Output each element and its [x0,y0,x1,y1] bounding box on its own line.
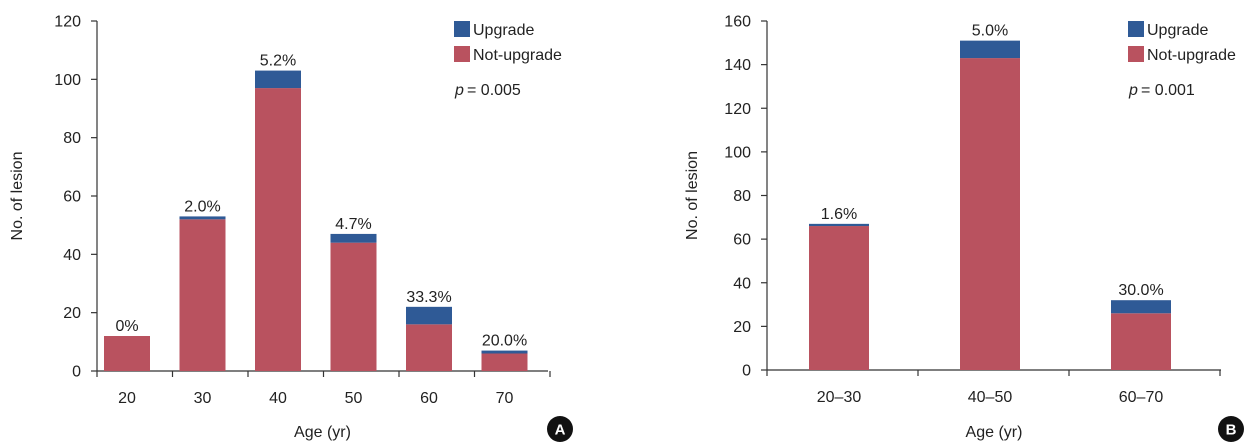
y-tick-label: 60 [63,189,81,206]
bar-percent-label: 30.0% [1118,282,1163,299]
bar-not-upgrade [179,219,226,371]
y-tick-label: 20 [733,319,751,336]
legend-swatch [454,46,470,62]
bar-upgrade [406,306,452,325]
p-value-symbol: p [1128,82,1138,99]
bar-not-upgrade [255,88,301,371]
x-axis-title: Age (yr) [966,424,1023,441]
p-value-symbol: p [454,82,464,99]
bar-not-upgrade [1111,313,1171,370]
bar-upgrade [481,350,528,354]
bar-percent-label: 33.3% [406,289,451,306]
p-value-text: = 0.001 [1141,82,1195,99]
x-tick-label: 40 [269,390,287,407]
y-tick-label: 100 [54,72,81,89]
y-tick-label: 100 [724,144,751,161]
chart-panel-b: 0 20 40 60 80 100 120 140 160 1.6% 20–30 5.0% 40–50 3… [684,14,1244,442]
y-tick-label: 0 [72,364,81,381]
y-axis-title: No. of lesion [9,152,26,241]
bar-upgrade [809,223,869,227]
y-tick-label: 120 [54,14,81,31]
legend-label: Upgrade [473,22,534,39]
bar-upgrade [179,216,226,220]
x-tick-label: 60 [420,390,438,407]
y-tick-label: 160 [724,14,751,31]
bar-not-upgrade [809,226,869,370]
bar-percent-label: 5.2% [260,53,296,70]
panel-badge [1218,416,1244,442]
panel-letter: B [1226,422,1237,439]
y-tick-label: 120 [724,101,751,118]
panel-badge [547,416,573,442]
y-tick-label: 0 [742,363,751,380]
y-tick-label: 20 [63,305,81,322]
y-tick-label: 60 [733,232,751,249]
bar-not-upgrade [104,336,150,371]
x-tick-label: 60–70 [1119,389,1164,406]
bar-percent-label: 4.7% [335,216,371,233]
legend-label: Upgrade [1147,22,1208,39]
y-tick-label: 40 [733,275,751,292]
bar-upgrade [330,233,377,243]
legend-label: Not-upgrade [1147,47,1236,64]
bar-not-upgrade [406,324,452,371]
y-tick-label: 80 [733,188,751,205]
x-tick-label: 70 [496,390,514,407]
bar-percent-label: 2.0% [184,198,220,215]
x-axis-title: Age (yr) [294,424,351,441]
legend-swatch [1128,46,1144,62]
legend-swatch [454,21,470,37]
x-tick-label: 30 [194,390,212,407]
bar-percent-label: 20.0% [482,333,527,350]
bar-percent-label: 0% [115,318,138,335]
x-tick-label: 40–50 [968,389,1013,406]
bar-upgrade [255,70,301,89]
x-tick-label: 20 [118,390,136,407]
p-value-text: = 0.005 [467,82,521,99]
bar-not-upgrade [960,58,1020,371]
panel-letter: A [555,422,566,439]
legend-swatch [1128,21,1144,37]
x-tick-label: 20–30 [817,389,862,406]
y-axis-title: No. of lesion [684,151,701,240]
bar-not-upgrade [481,353,528,371]
bar-not-upgrade [330,242,377,371]
y-tick-label: 80 [63,130,81,147]
x-tick-label: 50 [345,390,363,407]
legend-label: Not-upgrade [473,47,562,64]
bar-upgrade [960,40,1020,59]
y-tick-label: 140 [724,57,751,74]
bar-upgrade [1111,300,1171,314]
y-tick-label: 40 [63,247,81,264]
chart-panel-a: 0 20 40 60 80 100 120 0% 20 2.0% 30 5.2% 40 4.7% 50 33.… [9,14,573,442]
bar-percent-label: 5.0% [972,23,1008,40]
bar-percent-label: 1.6% [821,206,857,223]
